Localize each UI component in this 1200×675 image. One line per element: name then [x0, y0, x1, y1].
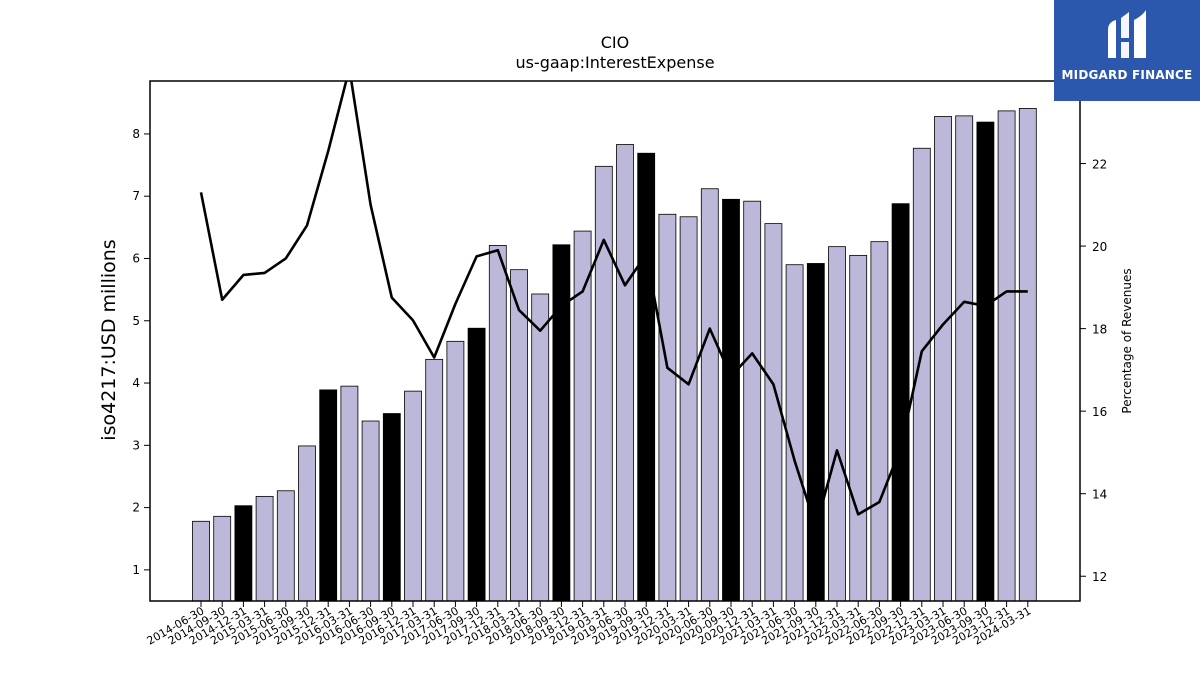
y2-tick-label: 14 — [1092, 488, 1107, 502]
logo-text: MIDGARD FINANCE — [1061, 68, 1193, 82]
bar-2016-03-31 — [340, 385, 359, 602]
bar-2014-12-31 — [234, 505, 253, 602]
bar-2019-06-30 — [616, 144, 634, 602]
bar-2017-03-31 — [425, 358, 444, 602]
y2-tick-label: 12 — [1092, 570, 1107, 584]
midgard-finance-logo: MIDGARD FINANCE — [1054, 0, 1200, 101]
plot-frame — [149, 80, 1081, 602]
bar-2019-03-31 — [594, 165, 613, 602]
y-axis-label: iso4217:USD millions — [98, 239, 120, 440]
bar-2017-06-30 — [446, 340, 465, 602]
bar-2023-12-31 — [997, 110, 1016, 602]
bar-2021-09-30 — [806, 263, 825, 602]
line-group — [199, 81, 1028, 529]
logo-mark-icon — [1108, 10, 1146, 58]
y-tick-label: 4 — [132, 376, 140, 390]
y-tick-label: 3 — [132, 438, 140, 452]
chart-title: CIO — [601, 33, 629, 52]
bar-2017-12-31 — [488, 245, 507, 602]
bar-2018-03-31 — [510, 269, 528, 602]
bar-2023-03-31 — [934, 116, 952, 602]
bar-group — [192, 108, 1037, 602]
bar-2023-09-30 — [976, 121, 995, 602]
y-tick-label: 6 — [132, 251, 140, 265]
y-tick-label: 1 — [132, 563, 140, 577]
bar-2017-09-30 — [467, 327, 486, 602]
bar-2022-06-30 — [870, 241, 889, 602]
bar-2015-03-31 — [255, 495, 274, 602]
bar-2021-06-30 — [785, 264, 804, 602]
y2-tick-label: 20 — [1092, 240, 1107, 254]
bar-2016-09-30 — [382, 413, 401, 602]
bar-2020-03-31 — [679, 216, 698, 602]
percentage-line — [199, 81, 1028, 529]
axes: 123456781214161820222014-06-302014-09-30… — [132, 80, 1107, 648]
chart-subtitle: us-gaap:InterestExpense — [515, 53, 714, 72]
bar-2016-06-30 — [361, 420, 380, 602]
bar-2020-06-30 — [700, 188, 719, 602]
bar-2015-06-30 — [276, 490, 295, 602]
bar-2018-06-30 — [531, 293, 550, 602]
bar-2022-09-30 — [891, 203, 910, 602]
y-tick-label: 5 — [132, 314, 140, 328]
bar-2019-09-30 — [637, 152, 656, 602]
bar-2015-09-30 — [298, 445, 316, 602]
bar-2016-12-31 — [404, 390, 422, 602]
bar-2023-06-30 — [955, 115, 974, 602]
bar-2018-09-30 — [552, 244, 571, 602]
bar-2020-12-31 — [743, 200, 762, 602]
y2-tick-label: 18 — [1092, 323, 1107, 337]
bar-2019-12-31 — [658, 213, 677, 602]
bar-2014-06-30 — [192, 520, 210, 602]
y-tick-label: 8 — [132, 127, 140, 141]
bar-2021-03-31 — [764, 223, 783, 602]
bar-2015-12-31 — [319, 389, 338, 602]
y2-tick-label: 22 — [1092, 158, 1107, 172]
bar-2021-12-31 — [828, 246, 846, 602]
bar-2020-09-30 — [722, 198, 740, 602]
y2-axis-label: Percentage of Revenues — [1120, 268, 1134, 413]
bar-2014-09-30 — [213, 515, 232, 602]
y2-tick-label: 16 — [1092, 405, 1107, 419]
y-tick-label: 7 — [132, 189, 140, 203]
bar-2018-12-31 — [573, 230, 592, 602]
bar-2024-03-31 — [1018, 108, 1037, 602]
y-tick-label: 2 — [132, 501, 140, 515]
bar-2022-03-31 — [849, 254, 868, 602]
